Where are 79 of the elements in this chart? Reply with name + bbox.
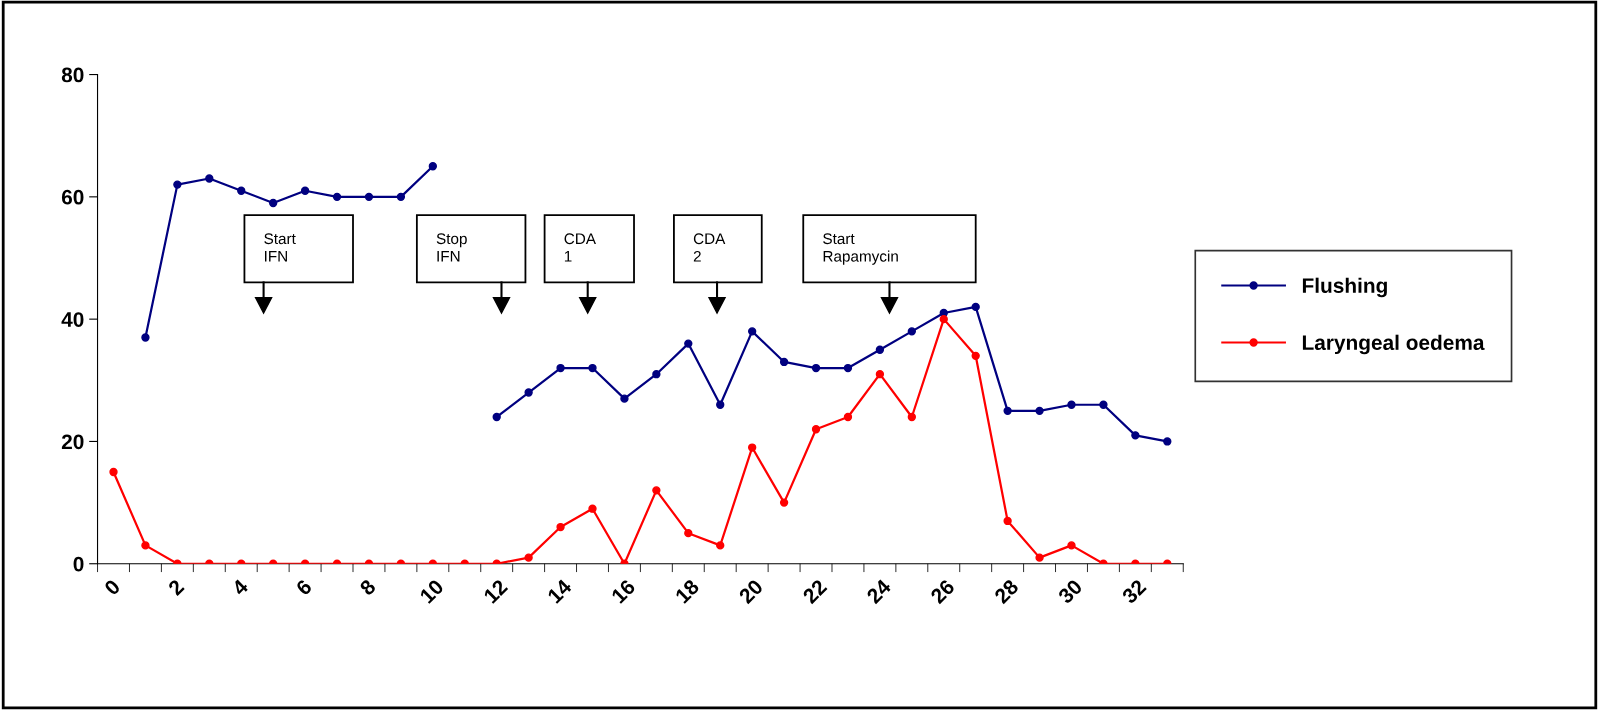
point [237, 186, 246, 195]
point [716, 541, 725, 550]
x-tick-label: 18 [674, 578, 700, 604]
x-tick-label: 0 [103, 578, 121, 597]
point [907, 412, 916, 422]
y-tick-label: 60 [61, 189, 84, 205]
x-tick-label: 14 [546, 578, 573, 604]
point [811, 425, 821, 434]
point [779, 357, 789, 367]
point [1003, 406, 1012, 416]
point [684, 528, 693, 538]
point [875, 370, 885, 379]
point [364, 192, 374, 202]
point [1163, 437, 1172, 446]
point [875, 345, 885, 354]
legend-label: Laryngeal oedema [1302, 334, 1485, 355]
x-tick-label: 30 [1057, 578, 1084, 605]
point [556, 522, 565, 532]
x-tick-label: 12 [482, 578, 509, 604]
point [971, 351, 980, 361]
point [332, 192, 342, 202]
y-tick-label: 40 [61, 312, 84, 327]
point [1067, 400, 1076, 409]
annotation: Stop IFN [436, 233, 467, 262]
x-tick-label: 24 [865, 578, 892, 605]
point [652, 370, 661, 379]
point [269, 198, 278, 208]
point [684, 339, 693, 348]
x-tick-label: 20 [738, 578, 764, 605]
point [524, 388, 533, 397]
point [396, 192, 406, 202]
x-tick-label: 26 [929, 578, 956, 605]
point [1035, 406, 1044, 416]
legend-label: Flushing [1302, 277, 1387, 298]
point [652, 486, 661, 495]
point [1131, 431, 1140, 440]
point [173, 180, 182, 189]
point [141, 333, 150, 342]
point [779, 498, 789, 507]
y-tick-label: 80 [61, 67, 84, 83]
x-tick-label: 22 [801, 578, 828, 605]
point [1003, 516, 1012, 526]
point [1035, 553, 1044, 562]
y-tick-label: 0 [73, 556, 84, 572]
point [747, 327, 757, 336]
point [524, 553, 533, 562]
x-tick-label: 4 [231, 578, 250, 597]
point [588, 363, 597, 373]
point [588, 504, 597, 513]
point [971, 302, 980, 312]
point [1067, 541, 1076, 550]
point [1099, 400, 1108, 409]
point [747, 443, 757, 452]
x-tick-label: 8 [358, 578, 377, 597]
point [620, 394, 629, 403]
point [939, 314, 948, 324]
point [556, 363, 565, 373]
annotation: Start IFN [264, 233, 296, 262]
point [141, 541, 150, 550]
x-tick-label: 10 [419, 578, 445, 604]
point [811, 363, 821, 373]
point [428, 162, 438, 171]
x-tick-label: 6 [295, 578, 313, 597]
point [109, 467, 118, 477]
point [300, 186, 310, 195]
annotation: CDA 2 [693, 233, 726, 262]
annotation: CDA 1 [564, 233, 596, 262]
annotation: Start Rapamycin [823, 233, 898, 265]
point [843, 412, 853, 422]
y-tick-label: 20 [61, 434, 84, 450]
point [492, 412, 501, 422]
x-tick-label: 32 [1121, 578, 1147, 605]
point [716, 400, 725, 409]
x-tick-label: 16 [610, 578, 637, 604]
x-tick-label: 2 [167, 578, 185, 596]
point [843, 363, 853, 373]
point [907, 327, 916, 336]
point [205, 174, 214, 183]
x-tick-label: 28 [993, 578, 1020, 605]
